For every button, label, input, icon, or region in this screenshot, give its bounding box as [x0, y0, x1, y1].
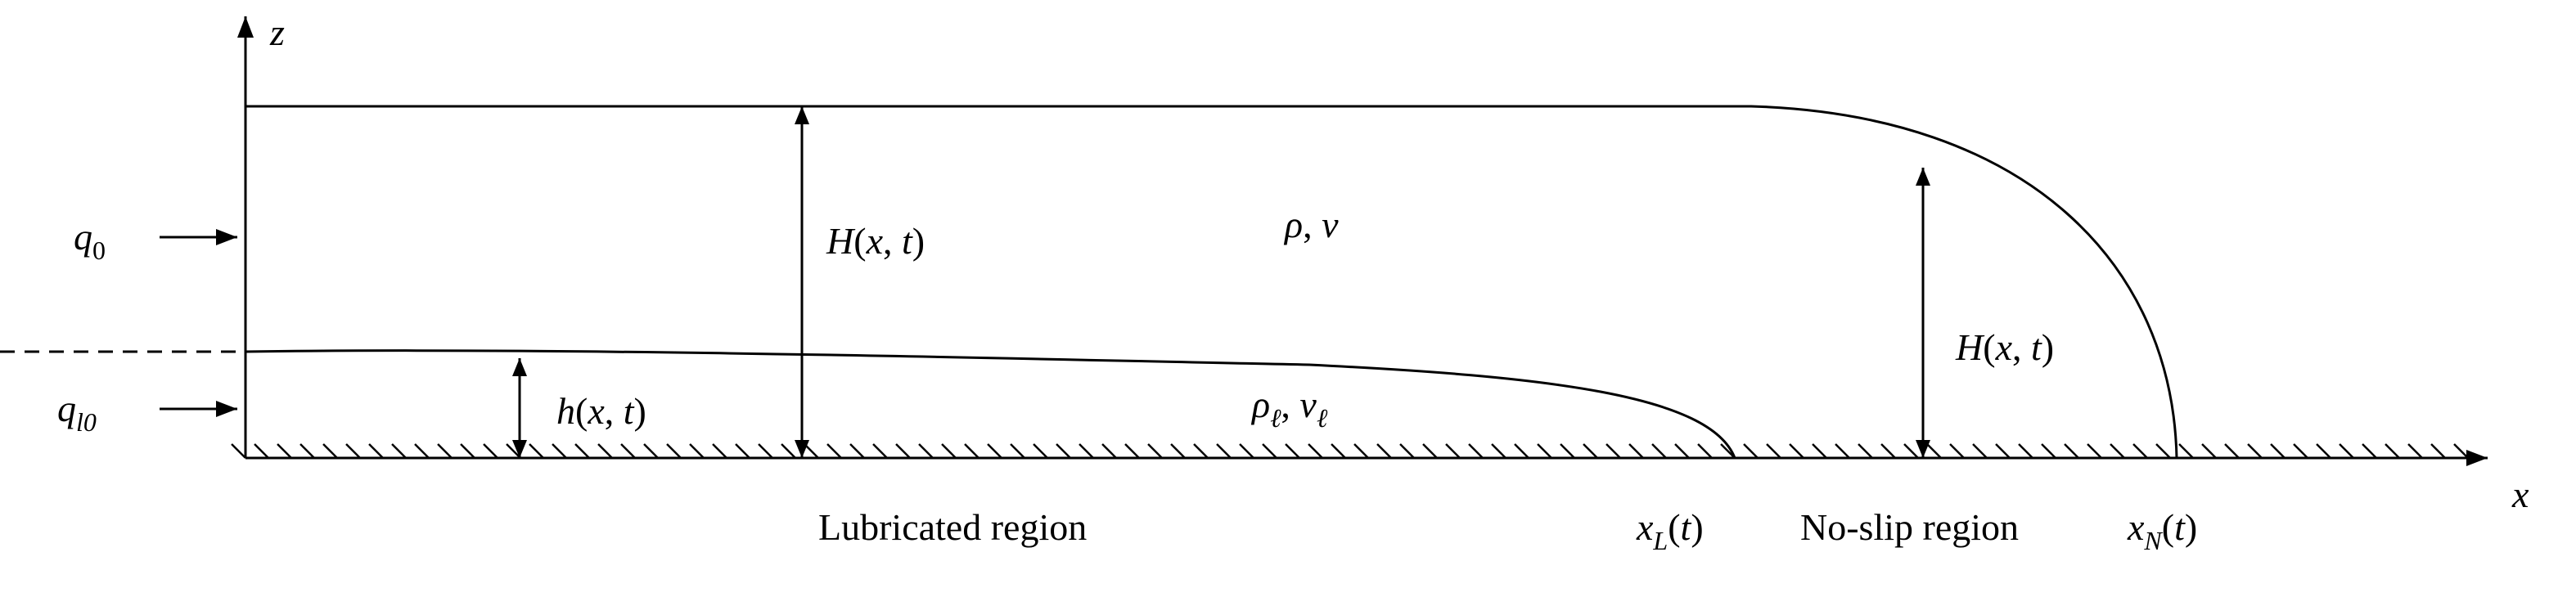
x-axis	[245, 450, 2488, 466]
x-axis-label: x	[2511, 474, 2529, 515]
H-left-label: H(x, t)	[826, 220, 925, 262]
noslip-region-label: No-slip region	[1800, 506, 2019, 548]
h-left-arrow	[512, 358, 527, 458]
ql0-arrow	[160, 401, 237, 417]
z-axis	[237, 16, 254, 458]
H-right-label: H(x, t)	[1955, 326, 2054, 368]
z-axis-label: z	[269, 11, 285, 53]
lubricated-region-label: Lubricated region	[818, 506, 1087, 548]
upper-rho-nu-label: ρ, ν	[1283, 204, 1339, 245]
ground-hatch	[232, 444, 2468, 458]
ql0-label: ql0	[57, 388, 97, 437]
q0-label: q0	[74, 216, 106, 265]
interface-curve	[245, 351, 1735, 458]
xL-label: xL(t)	[1636, 506, 1704, 555]
q0-arrow	[160, 229, 237, 245]
lower-rho-nu-label: ρℓ, νℓ	[1250, 384, 1328, 433]
H-right-arrow	[1916, 168, 1930, 458]
h-left-label: h(x, t)	[556, 390, 646, 432]
xN-label: xN(t)	[2127, 506, 2197, 555]
H-left-arrow	[795, 106, 809, 458]
upper-layer-surface	[245, 106, 2177, 458]
